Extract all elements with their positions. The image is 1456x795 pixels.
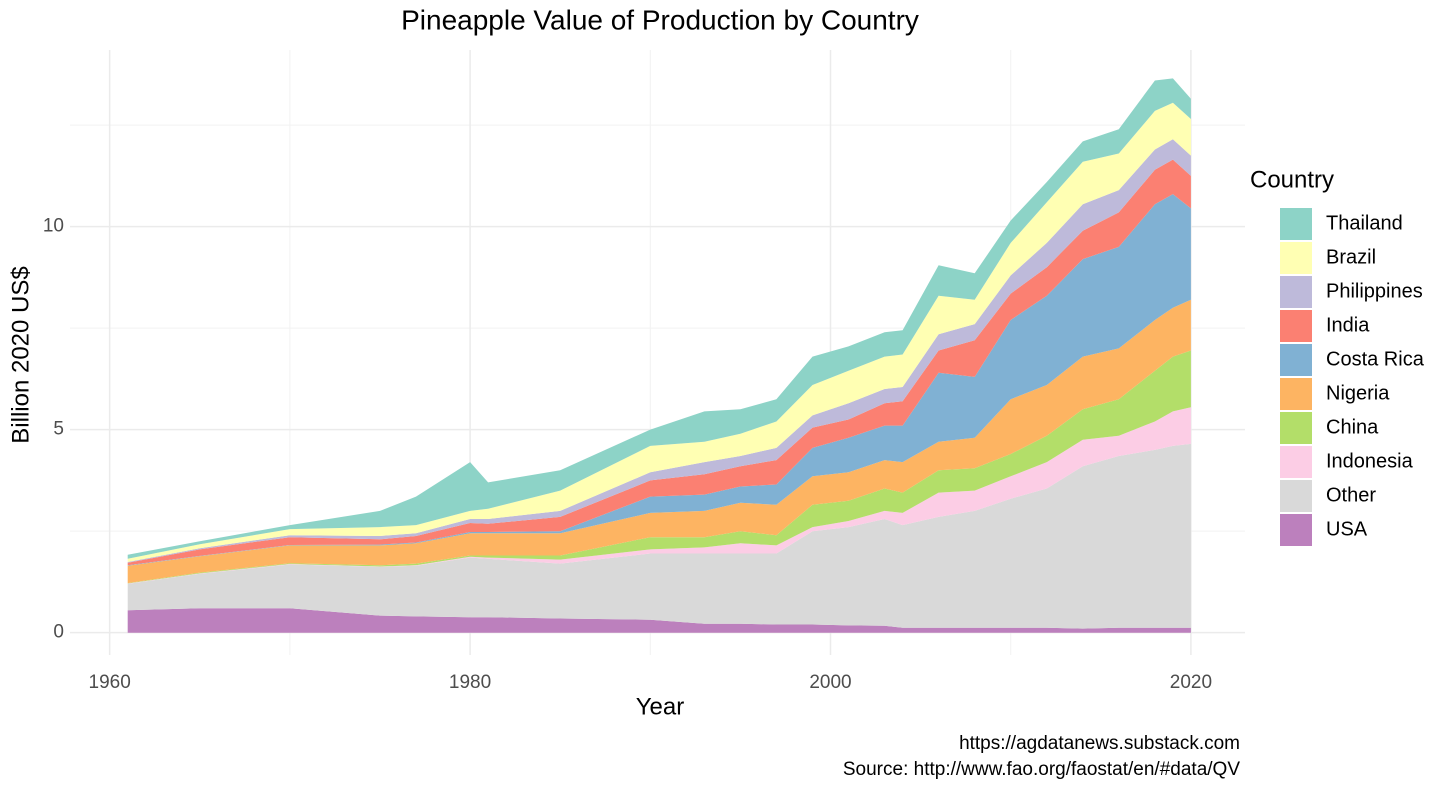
legend-key bbox=[1280, 514, 1312, 546]
x-tick-label: 2020 bbox=[1170, 672, 1212, 693]
area bbox=[127, 194, 1191, 566]
legend-label: Philippines bbox=[1326, 280, 1423, 302]
legend-label: India bbox=[1326, 314, 1370, 336]
legend-label: USA bbox=[1326, 518, 1368, 540]
chart-title: Pineapple Value of Production by Country bbox=[401, 4, 919, 35]
area bbox=[127, 608, 1191, 633]
caption: https://agdatanews.substack.com bbox=[959, 733, 1240, 754]
legend-label: Thailand bbox=[1326, 212, 1403, 234]
legend-label: China bbox=[1326, 416, 1379, 438]
x-tick-label: 1960 bbox=[89, 672, 131, 693]
legend-title: Country bbox=[1250, 166, 1334, 193]
y-tick-label: 0 bbox=[53, 622, 64, 643]
legend-label: Brazil bbox=[1326, 246, 1376, 268]
x-tick-label: 1980 bbox=[449, 672, 491, 693]
legend-label: Other bbox=[1326, 484, 1376, 506]
area bbox=[127, 407, 1191, 584]
x-tick-label: 2000 bbox=[809, 672, 851, 693]
area bbox=[127, 443, 1191, 629]
legend-label: Nigeria bbox=[1326, 382, 1390, 404]
legend-key bbox=[1280, 412, 1312, 444]
legend-label: Costa Rica bbox=[1326, 348, 1425, 370]
legend-key bbox=[1280, 242, 1312, 274]
area bbox=[127, 299, 1191, 584]
y-axis-label: Billion 2020 US$ bbox=[7, 266, 34, 443]
caption: Source: http://www.fao.org/faostat/en/#d… bbox=[843, 759, 1240, 780]
y-tick-label: 10 bbox=[43, 216, 64, 237]
area bbox=[127, 350, 1191, 584]
legend-key bbox=[1280, 276, 1312, 308]
legend-key bbox=[1280, 480, 1312, 512]
area bbox=[127, 159, 1191, 566]
legend-key bbox=[1280, 208, 1312, 240]
legend-key bbox=[1280, 446, 1312, 478]
x-axis-label: Year bbox=[636, 693, 685, 720]
legend-key bbox=[1280, 310, 1312, 342]
area bbox=[127, 139, 1191, 563]
legend-key bbox=[1280, 344, 1312, 376]
legend-label: Indonesia bbox=[1326, 450, 1414, 472]
area bbox=[127, 102, 1191, 563]
legend-key bbox=[1280, 378, 1312, 410]
y-tick-label: 5 bbox=[53, 419, 64, 440]
